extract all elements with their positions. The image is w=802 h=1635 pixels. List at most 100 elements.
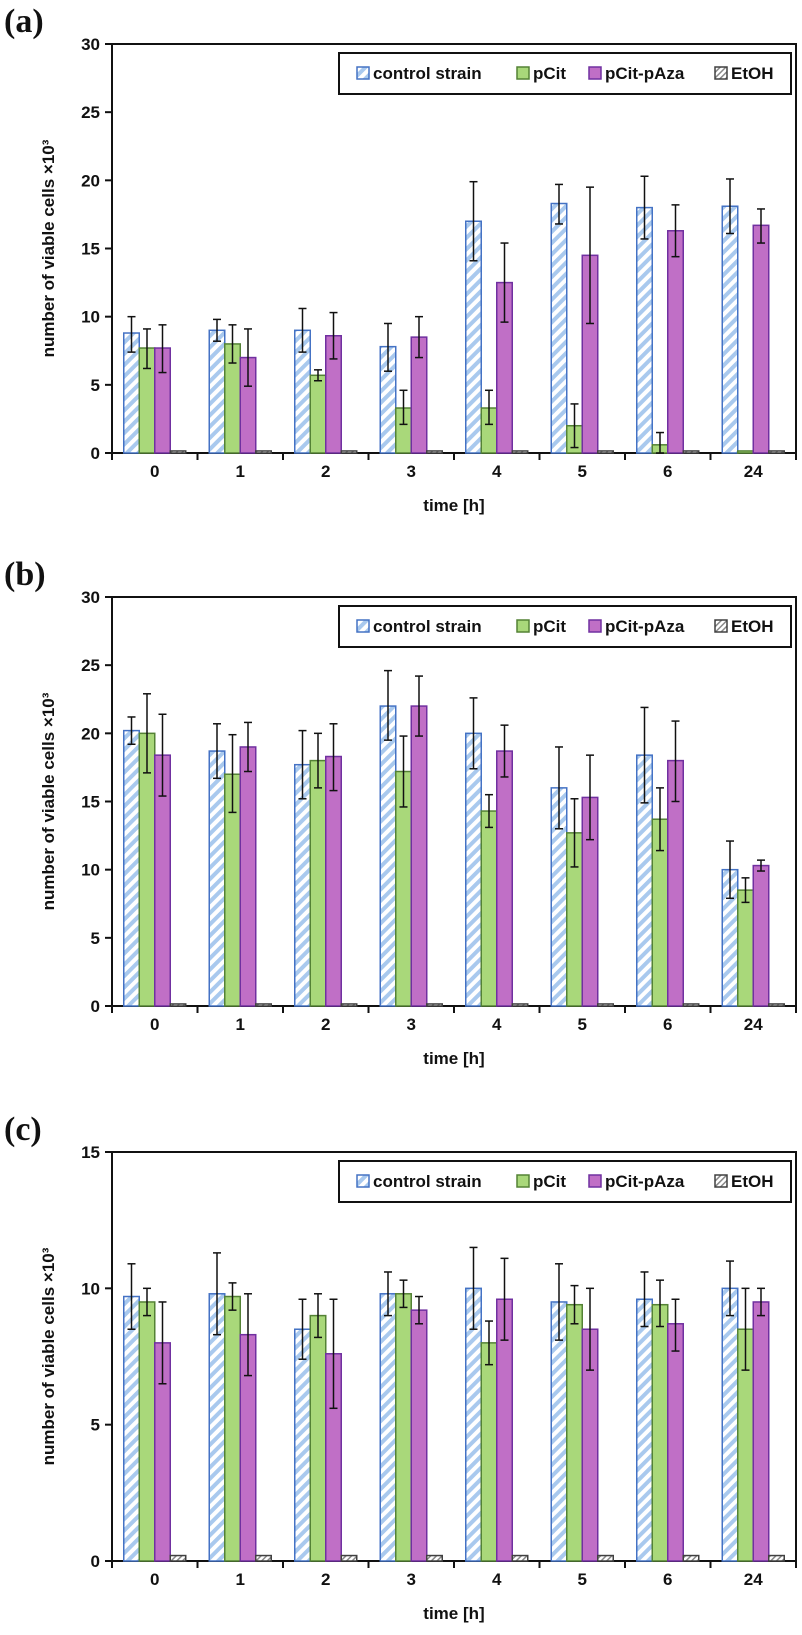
bar-etoh bbox=[255, 1003, 272, 1007]
bar-control-strain bbox=[721, 1287, 739, 1562]
bar-pcit bbox=[309, 374, 327, 454]
bar-etoh bbox=[340, 450, 358, 454]
x-tick-label: 3 bbox=[407, 1570, 416, 1589]
y-tick-label: 5 bbox=[91, 376, 100, 395]
legend-label: control strain bbox=[373, 1172, 482, 1191]
bar-control-strain bbox=[550, 202, 568, 454]
legend-box bbox=[338, 1160, 792, 1203]
legend-swatch bbox=[356, 66, 370, 80]
y-tick-label: 15 bbox=[81, 793, 100, 812]
y-tick-label: 20 bbox=[81, 724, 100, 743]
y-tick-label: 10 bbox=[81, 861, 100, 880]
bar-pcit bbox=[737, 889, 754, 1007]
panel-label: (a) bbox=[4, 3, 44, 40]
x-axis-label: time [h] bbox=[423, 1604, 484, 1623]
x-tick-label: 4 bbox=[492, 1015, 502, 1034]
y-tick-label: 10 bbox=[81, 1279, 100, 1298]
legend-label: EtOH bbox=[731, 64, 774, 83]
legend-label: pCit bbox=[533, 64, 566, 83]
legend-swatch bbox=[714, 66, 728, 80]
x-tick-label: 0 bbox=[150, 1015, 159, 1034]
bar-control-strain bbox=[208, 329, 226, 454]
bar-pcit bbox=[395, 1293, 412, 1562]
bar-etoh bbox=[768, 1003, 785, 1007]
legend-label: pCit bbox=[533, 1172, 566, 1191]
x-tick-label: 5 bbox=[578, 1015, 587, 1034]
legend-label: pCit-pAza bbox=[605, 617, 685, 636]
bar-pcit bbox=[480, 810, 498, 1007]
x-tick-label: 2 bbox=[321, 1570, 330, 1589]
legend-label: control strain bbox=[373, 617, 482, 636]
bar-pcit bbox=[566, 1303, 583, 1562]
y-tick-label: 15 bbox=[81, 240, 100, 259]
legend-label: pCit-pAza bbox=[605, 64, 685, 83]
bar-etoh bbox=[682, 1003, 700, 1007]
bar-control-strain bbox=[465, 732, 482, 1007]
bar-etoh bbox=[426, 1003, 443, 1007]
bar-control-strain bbox=[636, 206, 653, 454]
legend: control strain pCit pCit-pAza EtOH bbox=[338, 1160, 792, 1203]
bar-etoh bbox=[768, 450, 785, 454]
bar-etoh bbox=[255, 1554, 272, 1562]
y-axis-label: number of viable cells ×10³ bbox=[39, 139, 58, 357]
x-tick-label: 6 bbox=[663, 462, 672, 481]
legend-label: pCit-pAza bbox=[605, 1172, 685, 1191]
bar-pcit-paza bbox=[667, 230, 684, 454]
bar-etoh bbox=[169, 1554, 187, 1562]
x-tick-label: 1 bbox=[236, 462, 245, 481]
x-tick-label: 4 bbox=[492, 462, 502, 481]
bar-etoh bbox=[597, 450, 614, 454]
y-axis-label: number of viable cells ×10³ bbox=[39, 692, 58, 910]
legend: control strain pCit pCit-pAza EtOH bbox=[338, 52, 792, 95]
legend-swatch bbox=[356, 1174, 370, 1188]
y-tick-label: 10 bbox=[81, 308, 100, 327]
bar-etoh bbox=[682, 450, 700, 454]
legend: control strain pCit pCit-pAza EtOH bbox=[338, 605, 792, 648]
bar-etoh bbox=[255, 450, 272, 454]
bar-pcit-paza bbox=[239, 746, 257, 1007]
legend-swatch bbox=[588, 66, 602, 80]
x-tick-label: 24 bbox=[744, 1570, 763, 1589]
x-tick-label: 5 bbox=[578, 1570, 587, 1589]
x-tick-label: 24 bbox=[744, 462, 763, 481]
bar-control-strain bbox=[208, 750, 226, 1007]
bar-etoh bbox=[597, 1003, 614, 1007]
bar-etoh bbox=[169, 450, 187, 454]
x-tick-label: 1 bbox=[236, 1015, 245, 1034]
bar-etoh bbox=[426, 1554, 443, 1562]
y-axis-label: number of viable cells ×10³ bbox=[39, 1247, 58, 1465]
bar-pcit bbox=[138, 1301, 156, 1562]
bar-control-strain bbox=[379, 1293, 397, 1562]
bar-control-strain bbox=[721, 205, 739, 454]
bar-pcit-paza bbox=[410, 1309, 428, 1562]
bar-control-strain bbox=[379, 705, 397, 1007]
bar-etoh bbox=[511, 1003, 529, 1007]
bar-pcit bbox=[224, 1295, 241, 1562]
bar-etoh bbox=[169, 1003, 187, 1007]
legend-label: pCit bbox=[533, 617, 566, 636]
bar-pcit bbox=[309, 1314, 327, 1562]
bar-pcit bbox=[480, 1342, 498, 1562]
legend-swatch bbox=[516, 1174, 530, 1188]
x-tick-label: 2 bbox=[321, 462, 330, 481]
bar-pcit-paza bbox=[752, 864, 770, 1007]
bar-etoh bbox=[426, 450, 443, 454]
bar-pcit-paza bbox=[752, 224, 770, 454]
x-tick-label: 6 bbox=[663, 1570, 672, 1589]
bar-pcit-paza bbox=[410, 705, 428, 1007]
legend-swatch bbox=[588, 1174, 602, 1188]
y-tick-label: 5 bbox=[91, 929, 100, 948]
y-tick-label: 25 bbox=[81, 656, 100, 675]
x-tick-label: 2 bbox=[321, 1015, 330, 1034]
bar-control-strain bbox=[294, 1328, 311, 1562]
bar-control-strain bbox=[636, 1298, 653, 1562]
legend-swatch bbox=[714, 1174, 728, 1188]
bar-control-strain bbox=[123, 1295, 140, 1562]
bar-pcit bbox=[651, 1303, 669, 1562]
x-tick-label: 4 bbox=[492, 1570, 502, 1589]
y-tick-label: 25 bbox=[81, 103, 100, 122]
y-tick-label: 0 bbox=[91, 1552, 100, 1571]
